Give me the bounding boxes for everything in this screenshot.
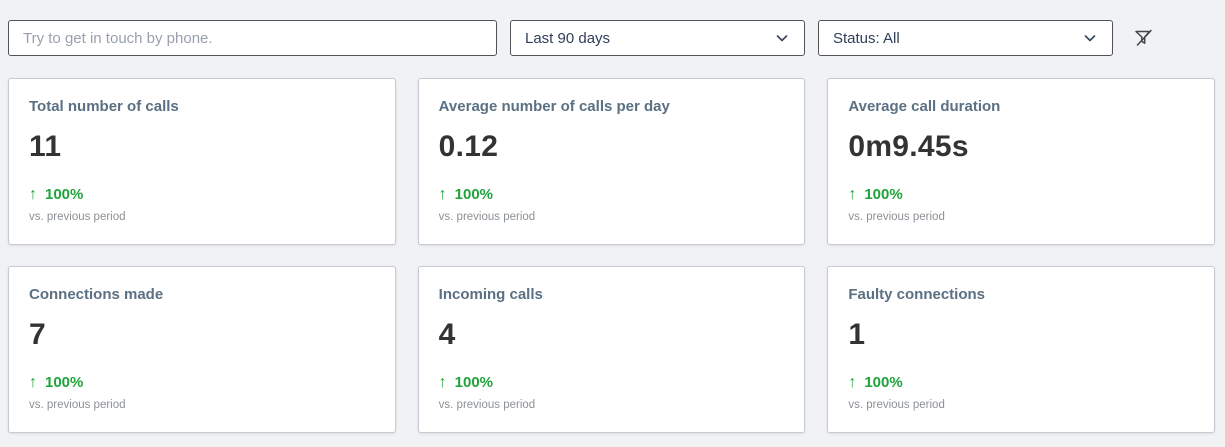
- arrow-up-icon: ↑: [438, 186, 447, 203]
- comparison-label: vs. previous period: [438, 211, 536, 223]
- status-dropdown[interactable]: Status: All: [818, 20, 1113, 56]
- status-dropdown-value: Status: All: [833, 29, 900, 47]
- card-title: Incoming calls: [438, 286, 543, 303]
- filter-off-icon: [1132, 26, 1156, 50]
- trend-indicator: ↑ 100%: [848, 375, 1194, 391]
- trend-indicator: ↑ 100%: [439, 187, 785, 203]
- trend-value: 100%: [454, 374, 494, 391]
- card-value: 4: [438, 318, 456, 351]
- trend-indicator: ↑ 100%: [439, 375, 785, 391]
- stats-grid: Total number of calls 11 ↑ 100% vs. prev…: [8, 78, 1215, 433]
- stat-card-connections-made: Connections made 7 ↑ 100% vs. previous p…: [8, 266, 396, 433]
- card-title: Average number of calls per day: [438, 98, 670, 115]
- stat-card-incoming-calls: Incoming calls 4 ↑ 100% vs. previous per…: [417, 266, 806, 433]
- arrow-up-icon: ↑: [438, 374, 447, 391]
- trend-value: 100%: [864, 374, 903, 391]
- comparison-label: vs. previous period: [848, 399, 945, 411]
- card-title: Total number of calls: [29, 98, 179, 115]
- card-title: Connections made: [29, 286, 164, 303]
- search-input[interactable]: [8, 20, 497, 56]
- comparison-label: vs. previous period: [29, 211, 126, 223]
- clear-filters-button[interactable]: [1129, 23, 1159, 53]
- period-dropdown-value: Last 90 days: [525, 29, 611, 47]
- arrow-up-icon: ↑: [848, 374, 857, 391]
- stat-card-avg-call-duration: Average call duration 0m9.45s ↑ 100% vs.…: [827, 78, 1215, 245]
- trend-indicator: ↑ 100%: [29, 187, 375, 203]
- arrow-up-icon: ↑: [29, 186, 37, 203]
- trend-indicator: ↑ 100%: [29, 375, 375, 391]
- stat-card-avg-calls-per-day: Average number of calls per day 0.12 ↑ 1…: [417, 78, 806, 245]
- comparison-label: vs. previous period: [848, 211, 945, 223]
- trend-value: 100%: [45, 186, 84, 203]
- card-value: 0m9.45s: [848, 130, 969, 163]
- card-title: Average call duration: [848, 98, 1001, 115]
- period-dropdown[interactable]: Last 90 days: [510, 20, 805, 56]
- trend-value: 100%: [454, 186, 494, 203]
- chevron-down-icon: [1082, 30, 1098, 46]
- chevron-down-icon: [774, 30, 790, 46]
- comparison-label: vs. previous period: [438, 399, 536, 411]
- card-value: 11: [29, 130, 62, 163]
- comparison-label: vs. previous period: [29, 399, 126, 411]
- arrow-up-icon: ↑: [29, 374, 37, 391]
- card-value: 1: [848, 318, 866, 351]
- card-value: 7: [29, 318, 46, 351]
- stat-card-faulty-connections: Faulty connections 1 ↑ 100% vs. previous…: [827, 266, 1215, 433]
- trend-value: 100%: [864, 186, 903, 203]
- filter-toolbar: Last 90 days Status: All: [0, 0, 1225, 56]
- card-title: Faulty connections: [848, 286, 986, 303]
- card-value: 0.12: [438, 130, 499, 163]
- arrow-up-icon: ↑: [848, 186, 857, 203]
- stat-card-total-calls: Total number of calls 11 ↑ 100% vs. prev…: [8, 78, 396, 245]
- trend-indicator: ↑ 100%: [848, 187, 1194, 203]
- trend-value: 100%: [45, 374, 84, 391]
